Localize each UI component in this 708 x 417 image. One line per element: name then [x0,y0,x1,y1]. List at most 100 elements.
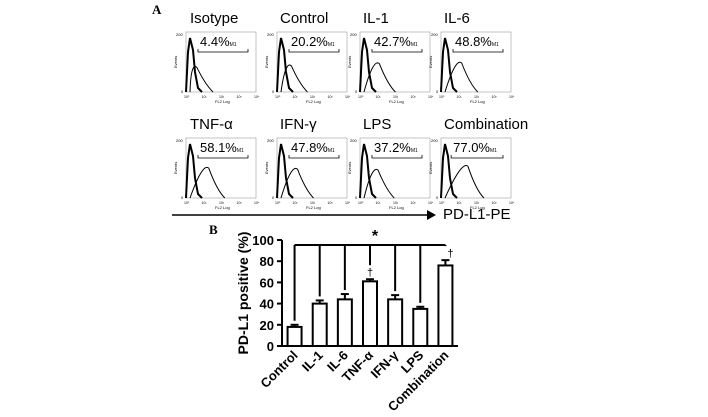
hist-ylabel: Events [173,56,178,68]
histogram-percent: 4.4%M1 [200,34,237,49]
y-tick-label: 80 [260,254,274,269]
histogram-percent: 37.2%M1 [374,140,418,155]
sample-curve [280,64,308,93]
histogram-plot: Events 200 0 FL2 Log 10⁰ 10¹ 10² 10³ 10⁴ [173,137,260,210]
histogram-panel: IL-6 Events 200 0 FL2 Log 10⁰ 10¹ 10² 10³ 10⁴ 48.8… [425,10,517,105]
hist-ymax: 200 [431,32,438,37]
isotype-curve [185,143,203,199]
hist-xtick: 10⁴ [509,201,515,205]
bar [336,298,353,347]
sample-curve [280,167,314,199]
hist-xlabel: FL2 Log [306,205,321,210]
histogram-percent: 48.8%M1 [455,34,499,49]
hist-xtick: 10³ [237,95,243,99]
hist-xtick: 10⁴ [345,201,351,205]
sample-curve [444,164,485,199]
hist-xtick: 10⁰ [184,201,190,205]
hist-ymin: 0 [181,195,184,200]
hist-ymin: 0 [355,195,358,200]
hist-ymin: 0 [436,89,439,94]
hist-ymax: 200 [431,138,438,143]
histogram-panel: IL-1 Events 200 0 FL2 Log 10⁰ 10¹ 10² 10³ 10⁴ 42.7… [344,10,436,105]
percent-value: 48.8% [455,34,492,49]
bar [311,302,328,348]
percent-value: 42.7% [374,34,411,49]
y-tick-label: 60 [260,275,274,290]
hist-xlabel: FL2 Log [389,205,404,210]
hist-ymax: 200 [267,32,274,37]
hist-xtick: 10¹ [202,201,208,205]
histogram-title: IL-6 [444,10,470,27]
histogram-plot: Events 200 0 FL2 Log 10⁰ 10¹ 10² 10³ 10⁴ [347,137,434,210]
hist-ylabel: Events [347,162,352,174]
hist-xtick: 10¹ [376,201,382,205]
x-tick-label: IL-1 [299,348,326,375]
hist-xtick: 10⁰ [358,201,364,205]
hist-xtick: 10² [310,201,316,205]
gate-marker [450,155,504,159]
dagger-marker: † [447,248,453,260]
hist-xtick: 10³ [411,95,417,99]
hist-xtick: 10⁰ [439,95,445,99]
histogram-frame [440,137,512,199]
hist-xtick: 10⁴ [509,95,515,99]
histogram-plot: Events 200 0 FL2 Log 10⁰ 10¹ 10² 10³ 10⁴ [264,137,351,210]
hist-xtick: 10¹ [202,95,208,99]
hist-xtick: 10² [310,95,316,99]
histogram-frame [440,31,512,93]
gate-label: M1 [236,148,244,154]
gate-marker [197,155,249,159]
hist-ymin: 0 [272,195,275,200]
hist-xlabel: FL2 Log [306,99,321,104]
bar [437,264,454,347]
gate-label: M1 [491,42,499,48]
hist-xtick: 10⁴ [254,201,260,205]
histogram-title: LPS [363,116,392,133]
hist-xtick: 10³ [492,95,498,99]
hist-ymin: 0 [272,89,275,94]
histogram-title: Isotype [190,10,239,27]
dagger-marker: † [367,267,373,279]
hist-ymin: 0 [181,89,184,94]
histogram-plot: Events 200 0 FL2 Log 10⁰ 10¹ 10² 10³ 10⁴ [173,31,260,104]
gate-marker [288,155,340,159]
gate-marker [452,49,504,53]
hist-xtick: 10¹ [293,201,299,205]
hist-xtick: 10⁰ [439,201,445,205]
hist-xtick: 10⁰ [275,201,281,205]
arrow-head [427,210,436,220]
hist-xtick: 10⁰ [184,95,190,99]
gate-marker [288,49,340,53]
sample-curve [189,166,226,199]
hist-ylabel: Events [428,56,433,68]
hist-xtick: 10⁴ [428,201,434,205]
y-axis-title: PD-L1 positive (%) [235,232,251,355]
significance-star: * [372,228,379,245]
histogram-panel: TNF-α Events 200 0 FL2 Log 10⁰ 10¹ 10² 10³ 10⁴ 58.… [170,116,262,211]
x-tick-label: Control [257,348,300,391]
hist-ymin: 0 [436,195,439,200]
hist-xlabel: FL2 Log [470,205,485,210]
gate-label: M1 [327,42,335,48]
histogram-percent: 47.8%M1 [291,140,335,155]
gate-label: M1 [410,148,418,154]
histogram-frame [185,137,257,199]
histogram-percent: 20.2%M1 [291,34,335,49]
hist-ylabel: Events [264,162,269,174]
isotype-curve [359,143,377,199]
hist-ylabel: Events [173,162,178,174]
y-tick-label: 20 [260,318,274,333]
sample-curve [363,62,396,93]
hist-xtick: 10³ [328,201,334,205]
x-tick-label: IFN-γ [368,347,402,381]
histogram-panel: IFN-γ Events 200 0 FL2 Log 10⁰ 10¹ 10² 10³ 10⁴ 47.… [261,116,353,211]
hist-xtick: 10² [219,95,225,99]
isotype-curve [440,143,458,199]
gate-marker [371,155,423,159]
hist-xtick: 10⁴ [428,95,434,99]
hist-xlabel: FL2 Log [470,99,485,104]
gate-label: M1 [327,148,335,154]
hist-xtick: 10² [474,95,480,99]
histogram-percent: 77.0%M1 [453,140,497,155]
